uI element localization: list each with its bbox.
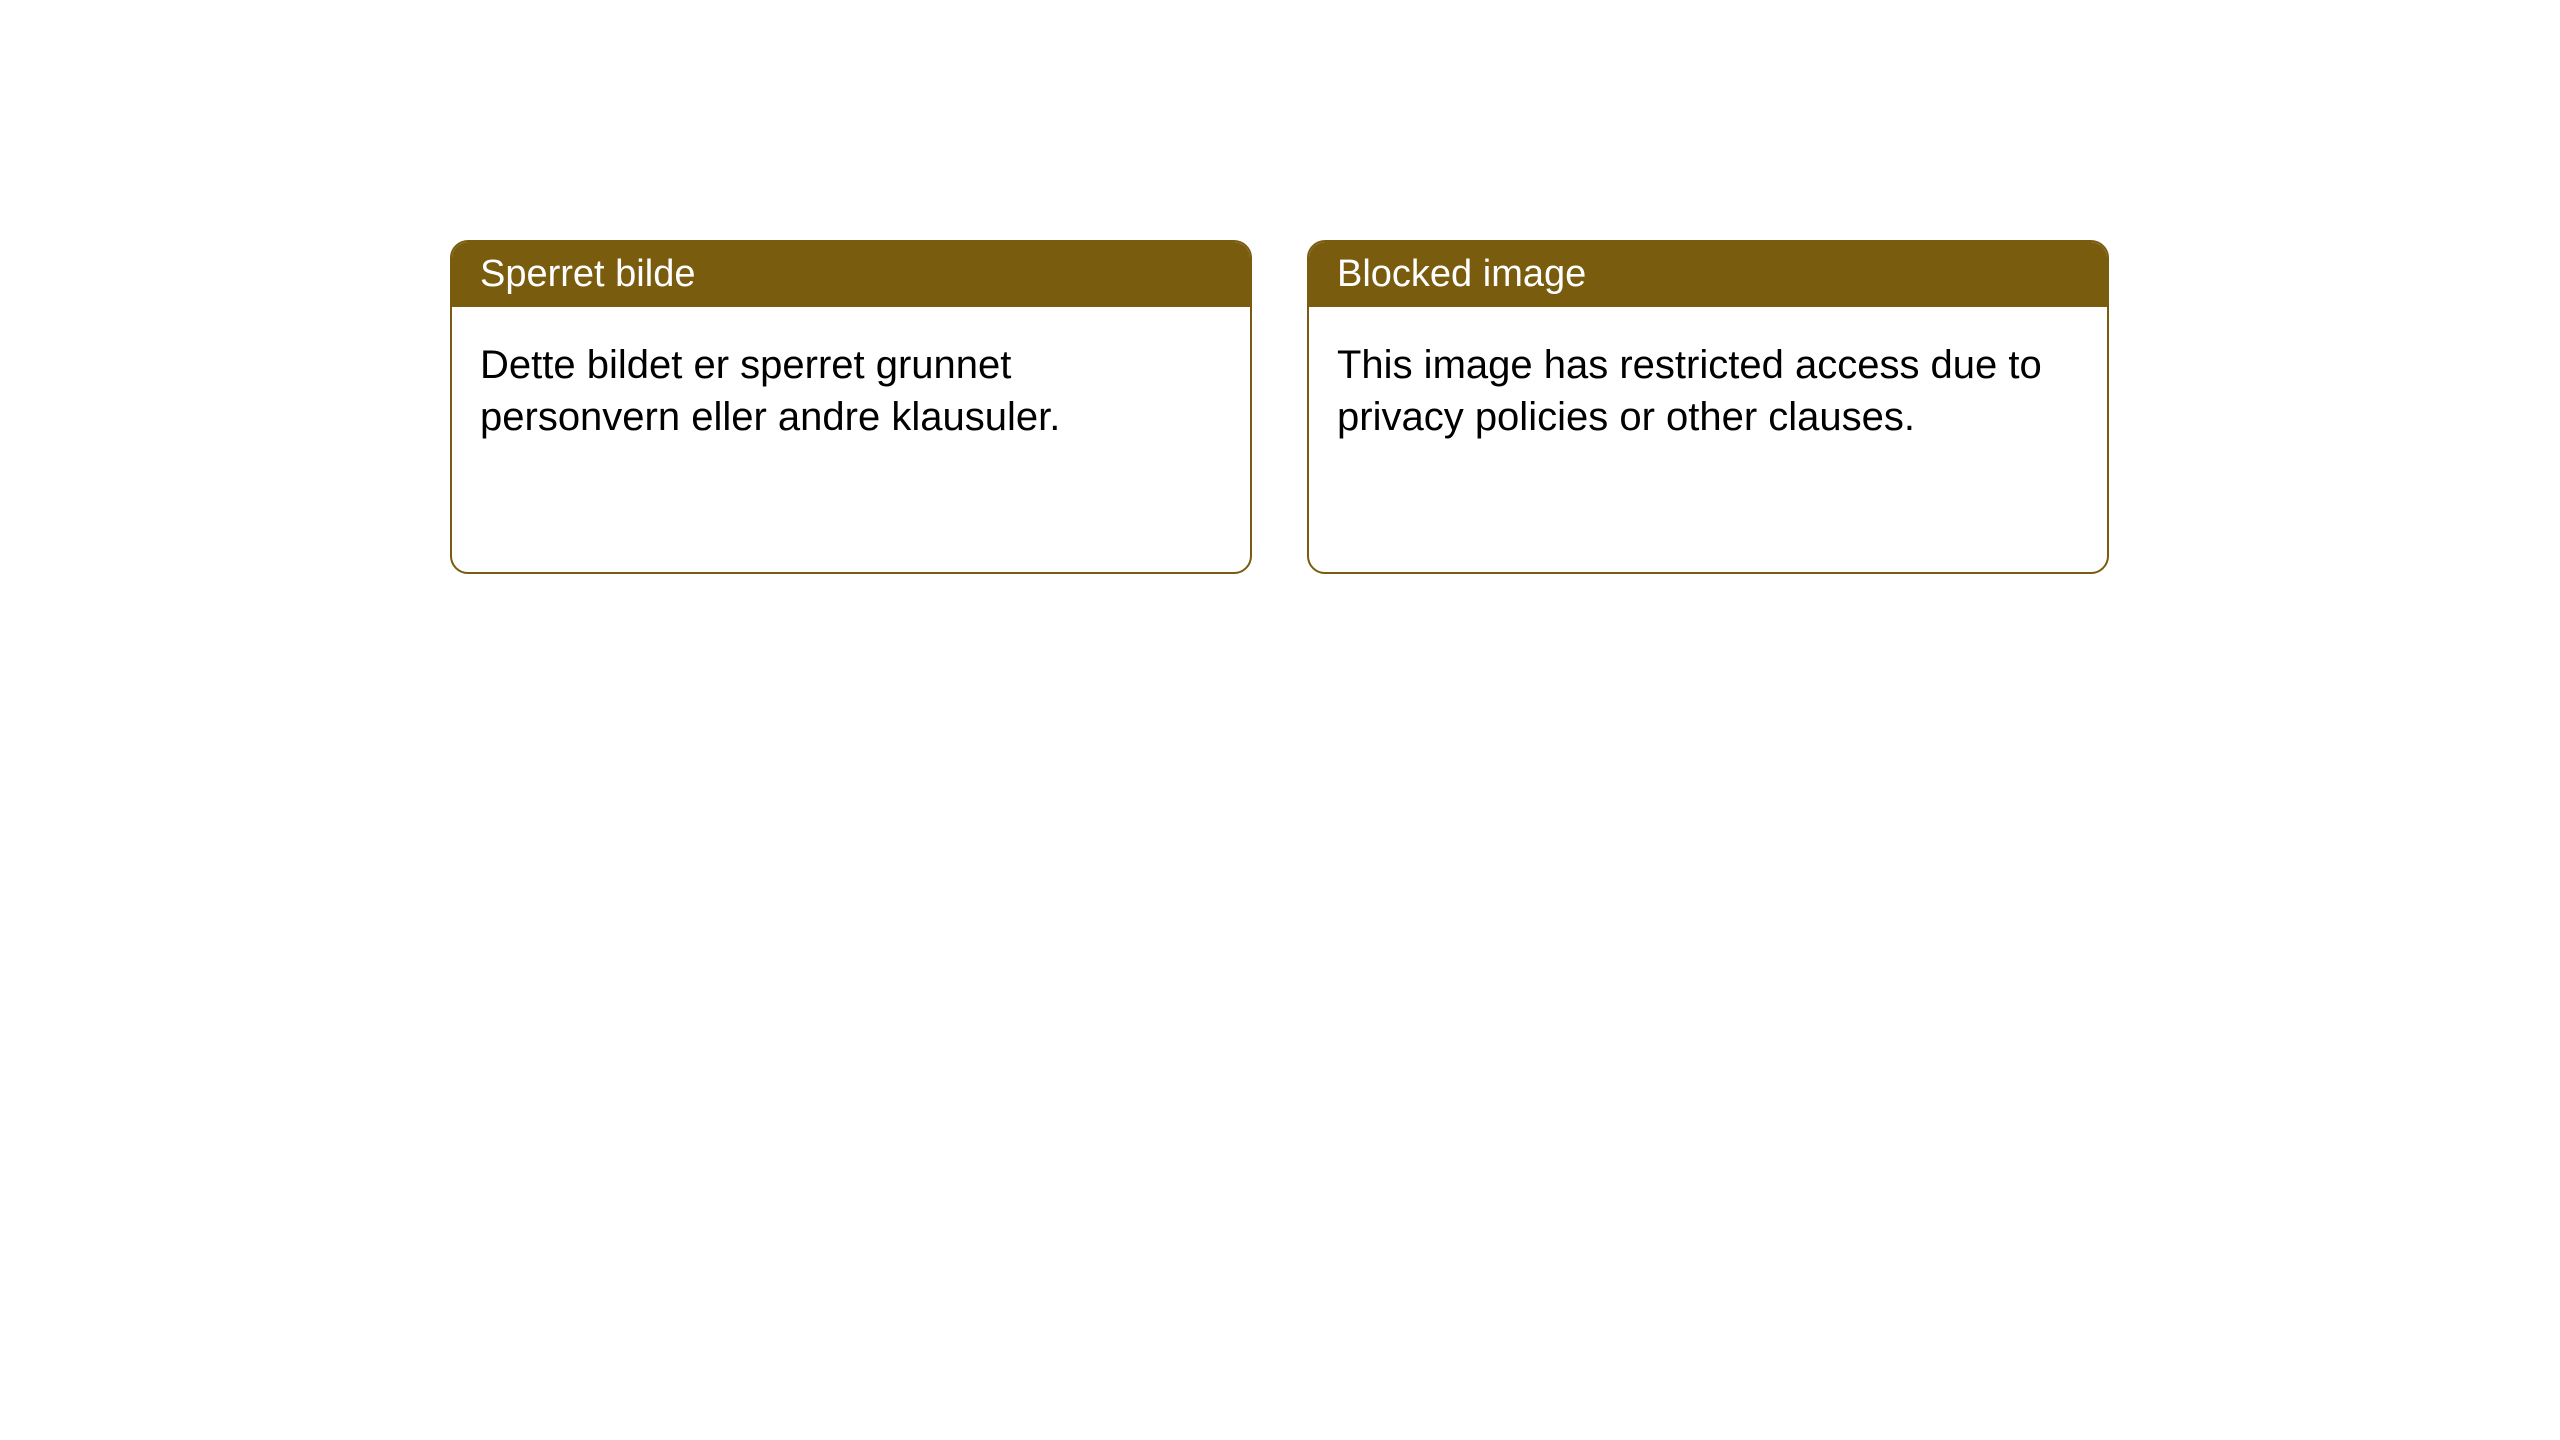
notice-title: Blocked image [1337,253,1586,295]
notice-header-en: Blocked image [1309,242,2107,307]
notice-message: This image has restricted access due to … [1337,343,2042,439]
notice-body-no: Dette bildet er sperret grunnet personve… [452,307,1250,475]
notice-body-en: This image has restricted access due to … [1309,307,2107,475]
notice-header-no: Sperret bilde [452,242,1250,307]
notice-title: Sperret bilde [480,253,695,295]
notice-message: Dette bildet er sperret grunnet personve… [480,343,1060,439]
notice-card-en: Blocked image This image has restricted … [1307,240,2109,574]
notice-container: Sperret bilde Dette bildet er sperret gr… [0,0,2560,574]
notice-card-no: Sperret bilde Dette bildet er sperret gr… [450,240,1252,574]
